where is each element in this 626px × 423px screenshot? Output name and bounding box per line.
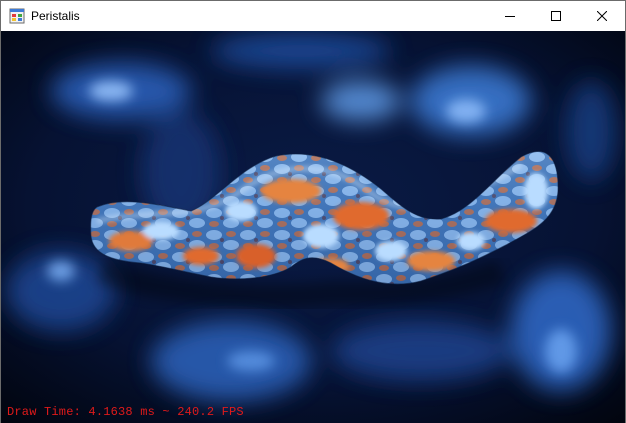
rendered-scene <box>1 31 625 423</box>
draw-time-readout: Draw Time: 4.1638 ms ~ 240.2 FPS <box>7 405 244 419</box>
close-button[interactable] <box>579 1 625 31</box>
title-bar[interactable]: Peristalis <box>1 1 625 31</box>
minimize-icon <box>505 16 515 17</box>
app-icon[interactable] <box>9 8 25 24</box>
close-icon <box>597 11 607 21</box>
window-title: Peristalis <box>31 9 80 23</box>
render-viewport[interactable]: Draw Time: 4.1638 ms ~ 240.2 FPS <box>1 31 625 423</box>
maximize-icon <box>551 11 561 21</box>
minimize-button[interactable] <box>487 1 533 31</box>
maximize-button[interactable] <box>533 1 579 31</box>
